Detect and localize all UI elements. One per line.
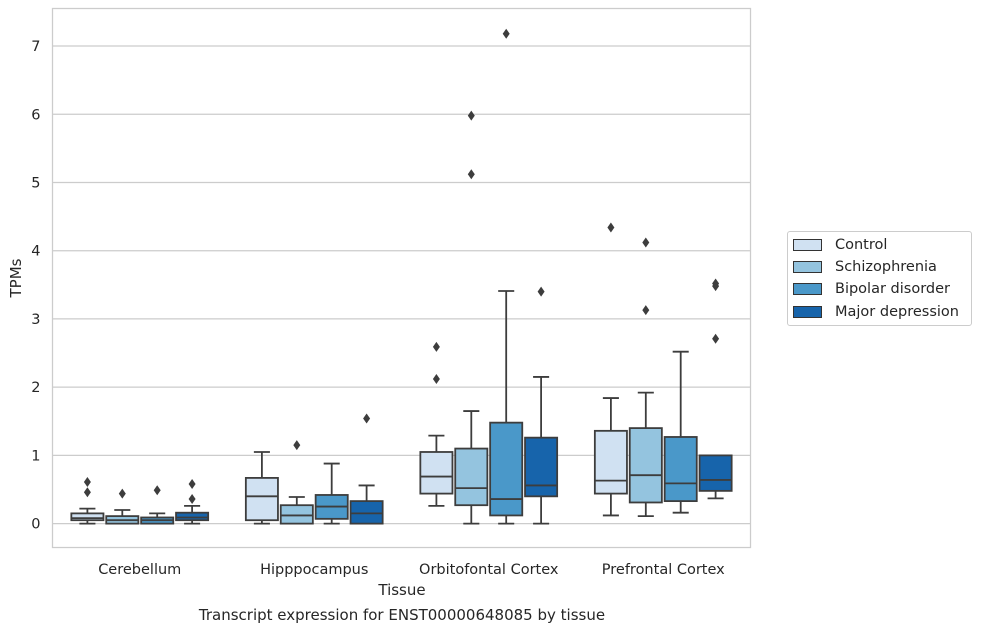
x-tick-labels: Cerebellum Hipppocampus Orbitofontal Corte… bbox=[98, 562, 725, 578]
outlier-point bbox=[607, 222, 615, 233]
box-group bbox=[663, 350, 698, 514]
x-tick-label: Cerebellum bbox=[98, 562, 181, 578]
box bbox=[244, 477, 279, 522]
box bbox=[175, 511, 210, 522]
figure-caption: Transcript expression for ENST0000064808… bbox=[198, 606, 606, 624]
box-group bbox=[454, 110, 489, 525]
gridlines bbox=[52, 45, 751, 525]
box-group bbox=[489, 28, 524, 525]
boxes bbox=[70, 28, 733, 525]
y-tick-label: 6 bbox=[31, 107, 40, 123]
y-tick-label: 3 bbox=[31, 312, 40, 328]
box-group bbox=[349, 413, 384, 525]
box bbox=[663, 436, 698, 503]
legend-label: Major depression bbox=[835, 304, 959, 320]
legend-label: Schizophrenia bbox=[835, 259, 937, 275]
box-group bbox=[105, 488, 140, 525]
legend-item-bipolar-disorder: Bipolar disorder bbox=[793, 279, 950, 299]
outlier-point bbox=[712, 278, 720, 289]
x-axis-title: Tissue bbox=[377, 581, 425, 599]
plot-frame bbox=[51, 7, 752, 549]
y-axis-title: TPMs bbox=[7, 258, 25, 298]
box-group bbox=[524, 286, 559, 525]
outlier-point bbox=[467, 110, 475, 121]
outlier-point bbox=[432, 373, 440, 384]
legend: Control Schizophrenia Bipolar disorder M… bbox=[787, 231, 972, 326]
box-group bbox=[628, 237, 663, 518]
box bbox=[349, 500, 384, 525]
legend-swatch-schizophrenia bbox=[793, 261, 822, 273]
outlier-point bbox=[642, 305, 650, 316]
box bbox=[70, 512, 105, 522]
outlier-point bbox=[83, 487, 91, 498]
box-group bbox=[698, 278, 733, 500]
outlier-point bbox=[188, 494, 196, 505]
box bbox=[454, 447, 489, 507]
y-tick-label: 1 bbox=[31, 448, 40, 464]
box-group bbox=[419, 341, 454, 507]
outlier-point bbox=[118, 488, 126, 499]
y-tick-label: 7 bbox=[31, 39, 40, 55]
outlier-point bbox=[502, 28, 510, 39]
box-group bbox=[593, 222, 628, 517]
box bbox=[419, 451, 454, 495]
box bbox=[489, 421, 524, 517]
box-group bbox=[244, 451, 279, 525]
box bbox=[593, 429, 628, 495]
legend-swatch-bipolar-disorder bbox=[793, 283, 822, 295]
legend-label: Bipolar disorder bbox=[835, 281, 950, 297]
legend-item-control: Control bbox=[793, 235, 887, 255]
x-tick-label: Prefrontal Cortex bbox=[602, 562, 725, 578]
outlier-point bbox=[712, 333, 720, 344]
x-tick-label: Hipppocampus bbox=[260, 562, 368, 578]
y-tick-labels: 0 1 2 3 4 5 6 7 bbox=[31, 39, 40, 533]
legend-swatch-control bbox=[793, 239, 822, 251]
y-tick-label: 4 bbox=[31, 244, 40, 260]
legend-swatch-major-depression bbox=[793, 306, 822, 318]
legend-label: Control bbox=[835, 237, 888, 253]
outlier-point bbox=[188, 479, 196, 490]
x-tick-label: Orbitofontal Cortex bbox=[419, 562, 559, 578]
box-group bbox=[314, 462, 349, 525]
legend-item-schizophrenia: Schizophrenia bbox=[793, 257, 937, 277]
legend-item-major-depression: Major depression bbox=[793, 302, 959, 322]
box-group bbox=[140, 485, 175, 525]
y-tick-label: 2 bbox=[31, 380, 40, 396]
outlier-point bbox=[363, 413, 371, 424]
box bbox=[628, 427, 663, 504]
y-tick-label: 0 bbox=[31, 517, 40, 533]
box-group bbox=[175, 479, 210, 525]
outlier-point bbox=[153, 485, 161, 496]
box-group bbox=[70, 477, 105, 525]
outlier-point bbox=[293, 440, 301, 451]
outlier-point bbox=[537, 286, 545, 297]
box bbox=[524, 436, 559, 498]
outlier-point bbox=[432, 341, 440, 352]
box bbox=[698, 454, 733, 492]
outlier-point bbox=[642, 237, 650, 248]
outlier-point bbox=[467, 169, 475, 180]
box-group bbox=[279, 440, 314, 525]
box bbox=[279, 504, 314, 525]
outlier-point bbox=[83, 477, 91, 488]
y-tick-label: 5 bbox=[31, 175, 40, 191]
